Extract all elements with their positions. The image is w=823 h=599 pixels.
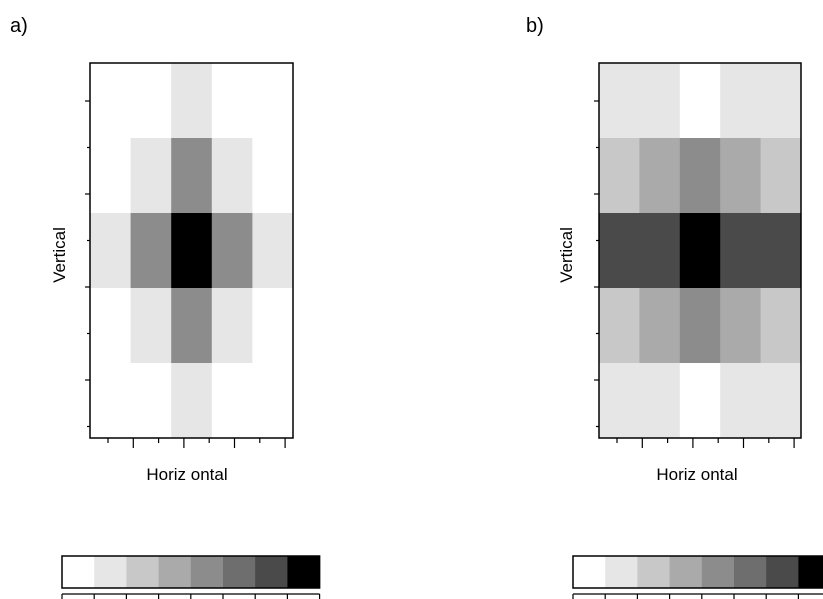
heatmap-a-ticks xyxy=(85,100,286,448)
panel-a: a) Horiz ontal Vertical xyxy=(10,15,294,484)
colorbar-a-swatch-4 xyxy=(190,556,224,588)
colorbar-a-swatch-3 xyxy=(158,556,192,588)
heatmap-b-cell-r3-c2 xyxy=(679,288,721,364)
heatmap-a-cell-r2-c1 xyxy=(130,213,172,289)
heatmap-a xyxy=(90,63,294,439)
colorbar-b-swatch-1 xyxy=(605,556,638,588)
colorbar-b-swatch-6 xyxy=(766,556,799,588)
heatmap-b-cell-r2-c0 xyxy=(599,213,640,289)
heatmap-a-cell-r4-c0 xyxy=(90,363,132,439)
colorbar-a-swatch-6 xyxy=(255,556,288,588)
colorbar-a-swatch-2 xyxy=(126,556,160,588)
colorbar-b-swatch-4 xyxy=(701,556,735,588)
heatmap-b-cell-r0-c3 xyxy=(720,63,762,139)
colorbar-a-swatch-0 xyxy=(62,556,95,588)
heatmap-b-cell-r3-c0 xyxy=(599,288,640,364)
heatmap-b-cell-r0-c4 xyxy=(760,63,802,139)
heatmap-b-cell-r4-c3 xyxy=(720,363,762,439)
heatmap-a-cell-r1-c2 xyxy=(171,138,213,214)
colorbar-a-swatch-7 xyxy=(287,556,321,588)
heatmap-a-cell-r3-c3 xyxy=(211,288,253,364)
heatmap-b-cell-r2-c3 xyxy=(720,213,762,289)
heatmap-b-cell-r2-c4 xyxy=(760,213,802,289)
heatmap-b-cell-r1-c3 xyxy=(720,138,762,214)
colorbar-b-swatch-0 xyxy=(573,556,606,588)
heatmap-a-cell-r4-c2 xyxy=(171,363,213,439)
heatmap-a-cell-r0-c2 xyxy=(171,63,213,139)
heatmap-b-ticks xyxy=(594,100,795,448)
panel-b-label: b) xyxy=(526,15,544,37)
heatmap-b-cell-r1-c2 xyxy=(679,138,721,214)
heatmap-b-cell-r4-c4 xyxy=(760,363,802,439)
heatmap-a-cell-r3-c4 xyxy=(252,288,294,364)
colorbar-b-frame xyxy=(572,555,823,589)
panel-b: b) Horiz ontal Vertical xyxy=(526,15,802,484)
heatmap-a-cell-r3-c0 xyxy=(90,288,132,364)
heatmap-b-cell-r2-c2 xyxy=(679,213,721,289)
heatmap-a-cell-r4-c4 xyxy=(252,363,294,439)
heatmap-a-cell-r1-c1 xyxy=(130,138,172,214)
heatmap-a-cell-r0-c1 xyxy=(130,63,172,139)
heatmap-a-frame xyxy=(89,62,294,439)
heatmap-b-cell-r0-c0 xyxy=(599,63,640,139)
heatmap-b-cell-r4-c2 xyxy=(679,363,721,439)
colorbar-a-swatch-5 xyxy=(223,556,256,588)
heatmap-a-cell-r1-c3 xyxy=(211,138,253,214)
heatmap-b-cell-r3-c1 xyxy=(639,288,681,364)
heatmap-b-cell-r0-c1 xyxy=(639,63,681,139)
heatmap-a-cell-r0-c4 xyxy=(252,63,294,139)
heatmap-b-frame xyxy=(598,62,802,439)
heatmap-b-cell-r1-c0 xyxy=(599,138,640,214)
heatmap-a-cell-r2-c4 xyxy=(252,213,294,289)
heatmap-b-xlabel: Horiz ontal xyxy=(656,465,737,484)
colorbar-a xyxy=(61,555,321,599)
panel-a-label: a) xyxy=(10,15,28,37)
colorbar-b xyxy=(572,555,823,599)
heatmap-a-ylabel: Vertical xyxy=(50,227,69,283)
heatmap-b-cell-r1-c4 xyxy=(760,138,802,214)
heatmap-b-cell-r3-c4 xyxy=(760,288,802,364)
heatmap-a-cell-r0-c3 xyxy=(211,63,253,139)
colorbar-b-swatch-5 xyxy=(734,556,767,588)
heatmap-a-cell-r0-c0 xyxy=(90,63,132,139)
colorbar-a-frame xyxy=(61,555,321,589)
heatmap-a-cell-r3-c2 xyxy=(171,288,213,364)
heatmap-a-cell-r2-c3 xyxy=(211,213,253,289)
colorbar-b-swatch-7 xyxy=(798,556,823,588)
heatmap-b-cell-r1-c1 xyxy=(639,138,681,214)
heatmap-b-cell-r2-c1 xyxy=(639,213,681,289)
heatmap-a-cell-r2-c0 xyxy=(90,213,132,289)
heatmap-a-cell-r4-c1 xyxy=(130,363,172,439)
heatmap-b-cell-r0-c2 xyxy=(679,63,721,139)
heatmap-b-cell-r4-c1 xyxy=(639,363,681,439)
heatmap-b-ylabel: Vertical xyxy=(557,227,576,283)
heatmap-b-cell-r3-c3 xyxy=(720,288,762,364)
colorbar-a-swatch-1 xyxy=(94,556,127,588)
heatmap-a-cell-r2-c2 xyxy=(171,213,213,289)
heatmap-b xyxy=(599,63,802,439)
heatmap-a-cell-r4-c3 xyxy=(211,363,253,439)
heatmap-a-cell-r1-c4 xyxy=(252,138,294,214)
heatmap-a-cell-r3-c1 xyxy=(130,288,172,364)
heatmap-a-cell-r1-c0 xyxy=(90,138,132,214)
colorbar-b-swatch-3 xyxy=(669,556,703,588)
colorbar-b-swatch-2 xyxy=(637,556,671,588)
heatmap-b-cell-r4-c0 xyxy=(599,363,640,439)
heatmap-a-xlabel: Horiz ontal xyxy=(146,465,227,484)
